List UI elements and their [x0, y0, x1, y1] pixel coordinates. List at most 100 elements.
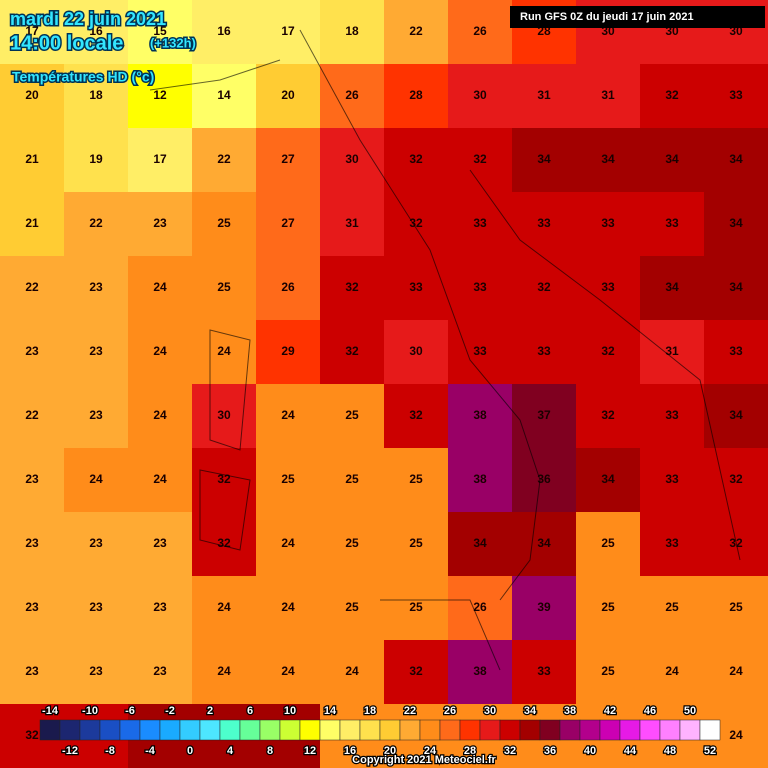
legend-label: -2: [165, 705, 175, 717]
temperature-value: 32: [345, 344, 359, 358]
temperature-cell: [320, 576, 385, 641]
legend-label: -12: [62, 745, 78, 757]
temperature-value: 18: [89, 88, 103, 102]
coastlines: [149, 29, 741, 671]
temperature-cell: [0, 256, 65, 321]
temperature-cell: [64, 576, 129, 641]
temperature-cell: [576, 64, 641, 129]
legend-label: 20: [384, 745, 396, 757]
temperature-value: 24: [281, 536, 295, 550]
legend-swatch: [219, 719, 241, 741]
legend-label: 50: [684, 705, 696, 717]
temperature-cell: [704, 256, 768, 321]
temperature-value: 30: [217, 408, 231, 422]
temperature-value: 23: [153, 216, 167, 230]
legend-swatch: [199, 719, 221, 741]
temperature-cell: [64, 64, 129, 129]
temperature-cell: [512, 576, 577, 641]
temperature-value: 18: [345, 24, 359, 38]
temperature-cell: [576, 192, 641, 257]
temperature-value: 23: [25, 536, 39, 550]
legend-label: 34: [524, 705, 537, 717]
temperature-cell: [128, 448, 193, 513]
temperature-cell: [128, 256, 193, 321]
temperature-value: 24: [281, 408, 295, 422]
temperature-value: 25: [409, 600, 423, 614]
temperature-value: 23: [89, 536, 103, 550]
temperature-cell: [320, 384, 385, 449]
temperature-value: 21: [25, 152, 39, 166]
temperature-value: 34: [729, 152, 743, 166]
temperature-cell: [256, 640, 321, 705]
legend-label: 48: [664, 745, 676, 757]
temperature-value: 16: [217, 24, 231, 38]
temperature-cell: [448, 640, 513, 705]
temperature-value: 34: [665, 152, 679, 166]
temperature-cell: [640, 512, 705, 577]
temperature-value: 37: [537, 408, 551, 422]
legend-swatch: [379, 719, 401, 741]
temperature-cell: [192, 192, 257, 257]
temperature-cell: [448, 64, 513, 129]
temperature-cell: [192, 320, 257, 385]
temperature-value: 25: [601, 600, 615, 614]
legend-label: 28: [464, 745, 476, 757]
legend-swatch: [119, 719, 141, 741]
temperature-value: 17: [153, 152, 167, 166]
temperature-cell: [128, 512, 193, 577]
temperature-value: 23: [89, 344, 103, 358]
temperature-value: 23: [25, 472, 39, 486]
temperature-cell: [384, 128, 449, 193]
temperature-value: 26: [281, 280, 295, 294]
temperature-cell: [128, 576, 193, 641]
temperature-value: 25: [601, 536, 615, 550]
temperature-cell: [64, 512, 129, 577]
temperature-value: 24: [153, 408, 167, 422]
temperature-value: 34: [729, 216, 743, 230]
temperature-value: 32: [217, 536, 231, 550]
temperature-cell: [192, 256, 257, 321]
legend-swatch: [679, 719, 701, 741]
temperature-value: 33: [665, 408, 679, 422]
temperature-cell: [0, 384, 65, 449]
temperature-value: 33: [601, 216, 615, 230]
legend-swatch: [99, 719, 121, 741]
temperature-value: 16: [89, 24, 103, 38]
temperature-cell: [448, 320, 513, 385]
temperature-cell: [320, 192, 385, 257]
temperature-cell: [640, 640, 705, 705]
temperature-cell: [64, 320, 129, 385]
temperature-value: 39: [537, 600, 551, 614]
legend-swatch: [359, 719, 381, 741]
legend-label: 30: [484, 705, 496, 717]
temperature-cell: [256, 512, 321, 577]
temperature-value: 24: [217, 664, 231, 678]
temperature-cell: [192, 0, 257, 65]
temperature-value: 32: [409, 152, 423, 166]
temperature-value: 22: [25, 280, 39, 294]
temperature-cell: [640, 320, 705, 385]
legend-swatch: [599, 719, 621, 741]
temperature-value: 22: [409, 24, 423, 38]
temperature-cell: [384, 640, 449, 705]
temperature-cell: [0, 320, 65, 385]
temperature-cell: [576, 256, 641, 321]
temperature-cell: [0, 512, 65, 577]
temperature-cell: [640, 64, 705, 129]
temperature-value: 23: [25, 600, 39, 614]
date: mardi 22 juin 2021: [10, 9, 166, 29]
temperature-cell: [576, 384, 641, 449]
temperature-cell: [512, 256, 577, 321]
legend-swatch: [179, 719, 201, 741]
temperature-cell: [192, 512, 257, 577]
temperature-value: 31: [665, 344, 679, 358]
temperature-cell: [256, 256, 321, 321]
legend-label: 10: [284, 705, 296, 717]
temperature-value: 26: [473, 24, 487, 38]
temperature-cell: [64, 448, 129, 513]
legend-label: 26: [444, 705, 456, 717]
legend-swatch: [579, 719, 601, 741]
temperature-value: 26: [345, 88, 359, 102]
legend-label: 40: [584, 745, 596, 757]
copyright: Copyright 2021 Meteociel.fr: [352, 754, 496, 766]
